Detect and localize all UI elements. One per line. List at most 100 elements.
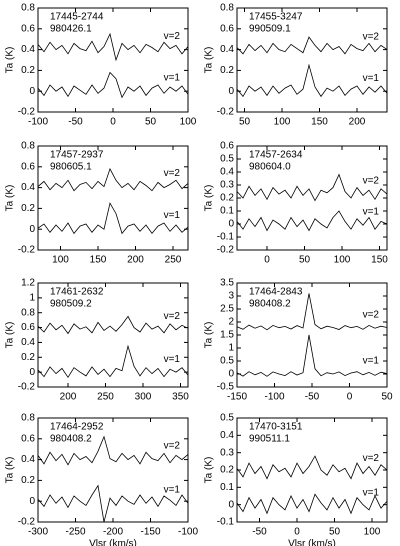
spectrum-line — [37, 435, 189, 466]
y-axis-label: Ta (K) — [204, 185, 215, 212]
panel: -0.2 0 0.2 0.4 0.6 0.8 -300 -250 -200 -150 -100 v=2… — [5, 413, 199, 546]
x-tick-label: -250 — [65, 527, 85, 538]
x-tick-label: -200 — [103, 527, 123, 538]
y-tick-label: 0.6 — [220, 141, 234, 152]
y-tick-label: 0 — [228, 499, 234, 510]
y-tick-label: 0.2 — [21, 352, 35, 363]
series-label: v=2 — [164, 441, 181, 452]
y-tick-label: 1.2 — [21, 278, 35, 289]
y-tick-label: 0.4 — [21, 337, 35, 348]
y-tick-label: 0 — [228, 219, 234, 230]
y-tick-label: 0.5 — [220, 154, 234, 165]
spectrum-line — [37, 32, 189, 62]
y-tick-label: 0.2 — [220, 465, 234, 476]
panel: -0.2 0 0.2 0.4 0.6 0.8 100 150 200 250 v=2 v=1 17457… — [5, 141, 189, 266]
series-label: v=2 — [363, 32, 380, 43]
panel: -0.2 0 0.2 0.4 0.6 0.8 50 100 150 200 v=2 v=1 17455-… — [204, 3, 388, 128]
y-tick-label: -0.2 — [18, 245, 36, 256]
plot-frame — [37, 145, 189, 251]
y-tick-label: 0 — [29, 86, 35, 97]
series-label: v=1 — [164, 354, 181, 365]
panel: -0.2 -0.1 0 0.1 0.2 0.3 0.4 0.5 0.6 0 50 100 150 v=2 v… — [204, 141, 389, 266]
x-tick-label: -50 — [68, 117, 83, 128]
x-tick-label: 200 — [60, 392, 77, 403]
y-tick-label: 0.4 — [21, 454, 35, 465]
spectrum-line — [37, 202, 189, 235]
y-tick-label: 3.5 — [220, 278, 234, 289]
x-tick-label: 50 — [329, 527, 341, 538]
y-tick-label: 0.4 — [21, 44, 35, 55]
y-tick-label: -0.2 — [217, 245, 235, 256]
series-label: v=1 — [363, 207, 380, 218]
y-axis-label: Ta (K) — [5, 185, 16, 212]
x-tick-label: 50 — [299, 255, 311, 266]
panel: -0.2 0 0.2 0.4 0.6 0.8 1 1.2 200 250 300 350 v=2 v=1 1… — [5, 278, 190, 403]
x-tick-label: 0 — [347, 392, 353, 403]
x-tick-label: -150 — [227, 392, 247, 403]
source-name: 17470-3151 — [249, 422, 303, 433]
x-tick-label: 250 — [97, 392, 114, 403]
x-tick-label: -100 — [178, 527, 198, 538]
x-tick-label: 0 — [110, 117, 116, 128]
y-tick-label: -0.2 — [18, 517, 36, 528]
spectrum-line — [37, 167, 189, 192]
y-axis-label: Ta (K) — [5, 322, 16, 349]
source-name: 17464-2843 — [249, 287, 303, 298]
series-label: v=2 — [164, 168, 181, 179]
spectrum-line — [37, 315, 189, 335]
y-tick-label: 0.6 — [21, 322, 35, 333]
y-tick-label: 0.1 — [220, 482, 234, 493]
y-tick-label: 0 — [228, 86, 234, 97]
x-tick-label: 0 — [294, 527, 300, 538]
y-tick-label: 0.2 — [21, 475, 35, 486]
spectrum-line — [236, 455, 388, 480]
series-label: v=2 — [363, 453, 380, 464]
x-tick-label: -300 — [28, 527, 48, 538]
obs-date: 980426.1 — [50, 24, 92, 35]
y-tick-label: 0.8 — [21, 413, 35, 424]
y-tick-label: 0 — [29, 496, 35, 507]
series-label: v=2 — [164, 31, 181, 42]
x-tick-label: 100 — [334, 255, 351, 266]
y-tick-label: 0.4 — [220, 44, 234, 55]
obs-date: 980509.2 — [50, 299, 92, 310]
series-label: v=1 — [363, 488, 380, 499]
panel: -0.2 0 0.2 0.4 0.6 0.8 -100 -50 0 50 100 v=2 v=1 1744… — [5, 3, 197, 128]
y-tick-label: 0.3 — [220, 180, 234, 191]
source-name: 17445-2744 — [50, 12, 104, 23]
x-tick-label: -50 — [305, 392, 320, 403]
y-tick-label: 0.6 — [21, 161, 35, 172]
series-label: v=1 — [164, 210, 181, 221]
source-name: 17461-2632 — [50, 287, 104, 298]
source-name: 17464-2952 — [50, 422, 104, 433]
y-tick-label: 1 — [228, 343, 234, 354]
spectrum-line — [236, 210, 388, 232]
series-label: v=2 — [363, 176, 380, 187]
y-axis-label: Ta (K) — [204, 322, 215, 349]
obs-date: 990511.1 — [249, 434, 290, 445]
y-tick-label: -0.2 — [217, 107, 235, 118]
y-tick-label: 0 — [29, 224, 35, 235]
y-tick-label: 0.1 — [220, 206, 234, 217]
x-tick-label: 150 — [371, 255, 388, 266]
spectrum-line — [37, 484, 189, 523]
spectrum-line — [236, 36, 388, 55]
panel: -0.1 0 0.1 0.2 0.3 0.4 0.5 -50 0 50 100 v=2 v=1 17470… — [204, 413, 388, 546]
obs-date: 980408.2 — [50, 434, 92, 445]
x-tick-label: -150 — [140, 527, 160, 538]
plot-frame — [236, 7, 388, 113]
obs-date: 990509.1 — [249, 24, 291, 35]
y-tick-label: 0.8 — [21, 141, 35, 152]
obs-date: 980605.1 — [50, 162, 92, 173]
y-axis-label: Ta (K) — [204, 457, 215, 484]
x-tick-label: 100 — [52, 255, 69, 266]
x-tick-label: 250 — [165, 255, 182, 266]
y-tick-label: 1.5 — [220, 330, 234, 341]
y-tick-label: 0.2 — [21, 65, 35, 76]
source-name: 17455-3247 — [249, 12, 303, 23]
spectrum-line — [37, 344, 189, 379]
spectrum-line — [236, 493, 388, 515]
source-name: 17457-2937 — [50, 150, 104, 161]
y-tick-label: -0.1 — [217, 517, 235, 528]
